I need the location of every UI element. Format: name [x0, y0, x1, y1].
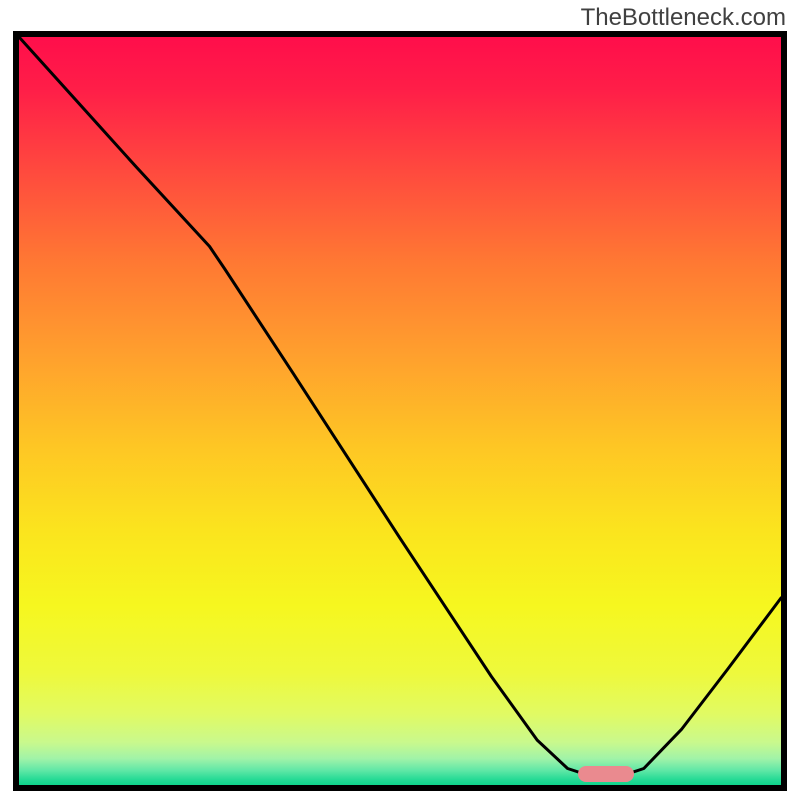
watermark-text: TheBottleneck.com	[581, 4, 786, 32]
optimum-marker	[578, 766, 634, 782]
chart-frame: TheBottleneck.com	[0, 0, 800, 800]
gradient-background	[19, 37, 781, 785]
